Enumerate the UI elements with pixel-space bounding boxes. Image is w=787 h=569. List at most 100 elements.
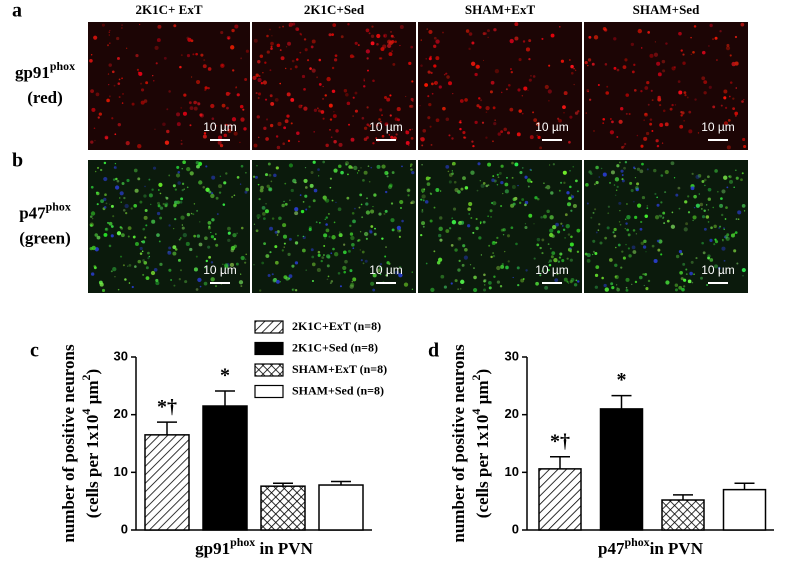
cell-signal: [512, 276, 514, 279]
cell-signal: [427, 70, 431, 74]
cell-signal: [541, 270, 544, 273]
micrograph: 10 µm: [88, 22, 250, 150]
cell-signal: [660, 201, 663, 204]
cell-signal: [451, 163, 454, 166]
text-part: p47: [598, 539, 625, 558]
y-tick-label: 0: [121, 521, 128, 536]
cell-signal: [193, 100, 197, 105]
cell-signal: [351, 280, 353, 283]
cell-signal: [351, 242, 355, 247]
cell-signal: [103, 232, 108, 237]
cell-signal: [120, 255, 123, 258]
cell-signal: [164, 140, 170, 145]
cell-signal: [433, 206, 436, 209]
cell-signal: [117, 288, 120, 291]
cell-signal: [639, 227, 643, 231]
cell-signal: [712, 206, 714, 209]
cell-signal: [665, 42, 668, 45]
cell-signal: [411, 171, 415, 175]
cell-signal: [181, 188, 184, 192]
cell-signal: [255, 73, 259, 77]
cell-signal: [607, 212, 610, 215]
cell-signal: [365, 28, 370, 33]
cell-signal: [674, 288, 678, 292]
superscript: 4: [79, 409, 93, 415]
cell-signal: [693, 25, 697, 28]
cell-signal: [734, 35, 738, 39]
cell-signal: [290, 98, 295, 102]
cell-signal: [394, 117, 399, 121]
cell-signal: [269, 69, 272, 72]
cell-signal: [459, 127, 462, 131]
cell-signal: [627, 247, 631, 250]
cell-signal: [496, 236, 499, 240]
cell-signal: [636, 182, 640, 186]
cell-signal: [586, 253, 591, 258]
cell-signal: [271, 273, 274, 276]
cell-signal: [573, 67, 575, 70]
cell-signal: [634, 176, 637, 179]
cell-signal: [330, 252, 333, 255]
cell-signal: [721, 238, 724, 241]
cell-signal: [429, 125, 432, 128]
cell-signal: [660, 253, 663, 256]
cell-signal: [300, 209, 305, 214]
cell-signal: [460, 187, 464, 191]
cell-signal: [329, 186, 332, 189]
cell-signal: [296, 131, 300, 136]
cell-signal: [326, 76, 331, 82]
cell-signal: [692, 50, 695, 54]
cell-signal: [613, 184, 616, 186]
cell-signal: [334, 54, 338, 58]
cell-signal: [166, 108, 169, 111]
cell-signal: [140, 82, 143, 85]
cell-signal: [630, 42, 635, 47]
cell-signal: [560, 222, 563, 225]
cell-signal: [174, 188, 178, 191]
cell-signal: [569, 247, 572, 250]
cell-signal: [233, 131, 238, 136]
cell-signal: [389, 94, 392, 97]
superscript: phox: [46, 199, 71, 213]
cell-signal: [108, 84, 110, 86]
cell-signal: [436, 261, 441, 265]
cell-signal: [562, 170, 567, 175]
cell-signal: [126, 178, 130, 183]
cell-signal: [678, 31, 682, 36]
cell-signal: [496, 280, 501, 284]
cell-signal: [410, 168, 413, 171]
cell-signal: [91, 245, 96, 251]
cell-signal: [239, 183, 242, 185]
cell-signal: [226, 106, 229, 110]
cell-signal: [733, 233, 735, 235]
cell-signal: [613, 234, 617, 238]
cell-signal: [108, 95, 111, 98]
cell-signal: [207, 220, 212, 225]
cell-signal: [390, 39, 395, 44]
cell-signal: [529, 135, 534, 140]
cell-signal: [454, 248, 458, 252]
cell-signal: [148, 193, 153, 198]
cell-signal: [714, 238, 717, 241]
cell-signal: [199, 113, 203, 117]
cell-signal: [285, 276, 290, 281]
cell-signal: [570, 64, 574, 69]
cell-signal: [180, 142, 183, 146]
text-part: in PVN: [255, 539, 313, 558]
cell-signal: [445, 72, 448, 75]
cell-signal: [108, 34, 111, 36]
cell-signal: [162, 202, 165, 206]
cell-signal: [428, 176, 431, 179]
cell-signal: [671, 66, 676, 71]
cell-signal: [270, 41, 274, 46]
cell-signal: [155, 278, 159, 283]
cell-signal: [530, 75, 532, 77]
cell-signal: [570, 235, 573, 239]
cell-signal: [641, 47, 643, 49]
cell-signal: [96, 203, 99, 206]
cell-signal: [645, 287, 649, 291]
cell-signal: [311, 279, 315, 283]
cell-signal: [563, 111, 565, 114]
cell-signal: [500, 204, 503, 208]
cell-signal: [359, 231, 362, 233]
